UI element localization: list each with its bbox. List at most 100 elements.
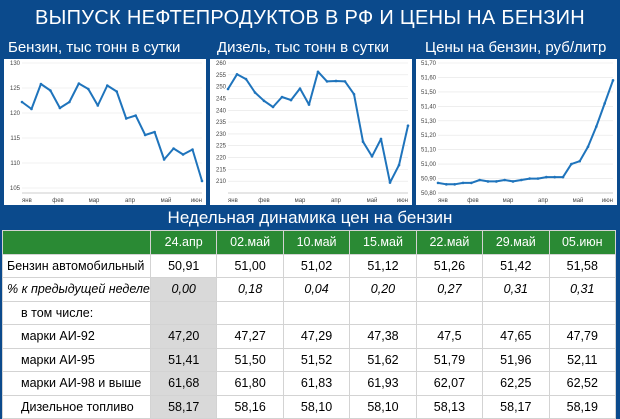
x-tick-label: июн <box>602 198 613 204</box>
data-point <box>143 133 147 137</box>
y-tick-label: 215 <box>216 167 227 173</box>
data-point <box>586 145 590 149</box>
data-point <box>545 175 548 179</box>
data-point <box>162 158 166 161</box>
data-point <box>536 177 540 180</box>
data-point <box>520 178 523 182</box>
data-point <box>361 140 365 144</box>
data-point <box>181 153 185 156</box>
column-header: 05.июн <box>548 230 617 255</box>
y-tick-label: 120 <box>10 111 21 117</box>
table-cell: 51,50 <box>216 347 284 372</box>
y-tick-label: 125 <box>10 86 21 92</box>
row-label: Дизельное топливо <box>2 394 151 419</box>
data-point <box>486 180 490 183</box>
gasoline-output-chart-svg: 105 110 115 120 125 130 янв фев мар апр май июн <box>10 61 204 204</box>
x-tick-label: янв <box>22 198 32 204</box>
table-cell: 51,26 <box>415 253 484 278</box>
table-cell: 61,83 <box>282 371 351 396</box>
data-point <box>68 100 71 104</box>
data-point <box>461 181 465 185</box>
diesel-output-chart-svg: 210 215 220 225 230 235 240 245 250 255 260 янв фев м… <box>216 61 410 204</box>
table-cell: 51,58 <box>548 253 617 278</box>
data-point <box>226 87 230 91</box>
column-header: 24.апр <box>149 230 218 255</box>
table-cell: 47,27 <box>216 324 284 349</box>
data-point <box>271 105 275 109</box>
table-cell: 58,16 <box>216 394 284 419</box>
y-tick-label: 245 <box>216 96 227 102</box>
y-tick-label: 115 <box>10 136 20 142</box>
gasoline-output-chart: 105 110 115 120 125 130 янв фев мар апр май июн <box>4 59 206 205</box>
column-header: 22.май <box>415 230 484 255</box>
data-point <box>611 79 615 82</box>
data-point <box>253 91 257 94</box>
series-line <box>437 79 614 186</box>
x-tick-label: мар <box>89 198 100 204</box>
data-point <box>316 70 320 74</box>
table-cell: 51,62 <box>349 347 417 372</box>
y-tick-label: 51,20 <box>421 133 437 139</box>
table-cell: 58,10 <box>349 394 417 419</box>
x-tick-label: май <box>161 197 172 204</box>
data-point <box>262 99 266 103</box>
row-label: марки АИ-92 <box>2 324 151 349</box>
table-cell: 58,10 <box>282 394 351 419</box>
gasoline-price-chart-svg: 50,80 50,90 51,00 51,10 51,20 51,30 51,40 51,50… <box>421 61 615 204</box>
row-label: Бензин автомобильный <box>2 253 151 278</box>
y-tick-label: 105 <box>10 186 21 192</box>
y-tick-label: 50,80 <box>421 191 437 197</box>
data-point <box>244 77 248 81</box>
row-label: марки АИ-98 и выше <box>2 371 151 396</box>
data-point <box>39 82 43 86</box>
table-cell: 58,17 <box>149 394 218 419</box>
y-tick-label: 130 <box>10 61 21 67</box>
table-cell <box>349 300 417 325</box>
gasoline-price-chart: 50,80 50,90 51,00 51,10 51,20 51,30 51,40 51,50… <box>416 59 617 205</box>
data-point <box>289 98 293 102</box>
table-row: марки АИ-95 51,41 51,50 51,52 51,62 51,79 51,9… <box>2 347 617 372</box>
table-cell: 61,80 <box>216 371 284 396</box>
y-tick-label: 260 <box>216 61 227 67</box>
page-title: ВЫПУСК НЕФТЕПРОДУКТОВ В РФ И ЦЕНЫ НА БЕН… <box>34 6 586 29</box>
table-cell: 51,12 <box>349 253 417 278</box>
x-tick-label: апр <box>331 198 342 204</box>
data-point <box>77 82 81 85</box>
table-cell: 62,25 <box>482 371 550 396</box>
x-tick-label: мар <box>295 198 306 204</box>
data-point <box>511 180 515 183</box>
data-point <box>298 87 302 90</box>
table-cell: 62,07 <box>415 371 484 396</box>
table-cell <box>415 300 484 325</box>
column-header: 29.май <box>482 230 550 255</box>
table-header-row: 24.апр 02.май 10.май 15.май 22.май 29.ма… <box>2 230 617 255</box>
x-tick-label: фев <box>467 198 478 204</box>
x-tick-label: май <box>573 197 584 204</box>
x-tick-label: мар <box>503 198 514 204</box>
data-point <box>280 95 284 99</box>
data-point <box>20 100 24 104</box>
data-point <box>134 114 137 117</box>
table-cell: 0,18 <box>216 277 284 302</box>
data-point <box>388 181 392 184</box>
y-tick-label: 51,50 <box>421 90 437 96</box>
table-cell: 47,79 <box>548 324 617 349</box>
x-tick-label: фев <box>258 198 269 204</box>
series-line <box>227 70 409 184</box>
data-point <box>96 104 100 107</box>
data-point <box>105 84 109 87</box>
table-cell: 51,96 <box>482 347 550 372</box>
data-point <box>49 89 52 92</box>
data-point <box>115 90 119 93</box>
data-point <box>343 80 347 83</box>
table-cell: 58,19 <box>548 394 617 419</box>
data-point <box>307 103 311 106</box>
table-cell: 52,11 <box>548 347 617 372</box>
data-point <box>445 183 448 186</box>
x-tick-label: июн <box>397 198 408 204</box>
table-title: Недельная динамика цен на бензин <box>167 208 453 227</box>
y-tick-label: 51,10 <box>421 148 437 154</box>
table-row: марки АИ-92 47,20 47,27 47,29 47,38 47,5 47,65… <box>2 324 617 349</box>
table-cell: 47,38 <box>349 324 417 349</box>
y-tick-label: 210 <box>216 179 227 185</box>
